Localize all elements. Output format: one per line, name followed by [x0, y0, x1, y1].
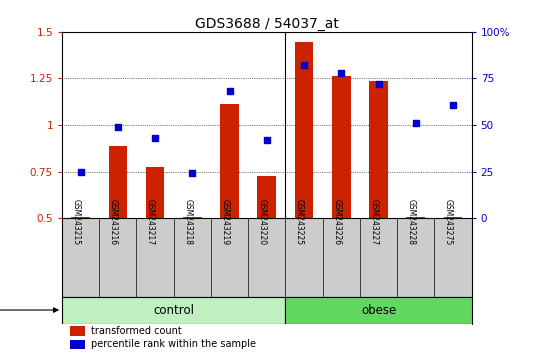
Bar [146, 167, 164, 218]
Text: GSM243228: GSM243228 [407, 199, 416, 245]
Text: GSM243226: GSM243226 [332, 199, 341, 245]
Bar [70, 340, 85, 349]
Title: GDS3688 / 54037_at: GDS3688 / 54037_at [195, 17, 338, 31]
Bar [108, 147, 127, 218]
Text: GSM243227: GSM243227 [370, 199, 378, 245]
Text: percentile rank within the sample: percentile rank within the sample [91, 339, 255, 349]
Bar [258, 176, 276, 218]
Text: GSM243275: GSM243275 [444, 199, 453, 245]
Bar [369, 81, 388, 218]
Text: GSM243216: GSM243216 [109, 199, 118, 245]
Bar [406, 217, 425, 218]
Point [114, 124, 122, 130]
Text: obese: obese [361, 303, 396, 316]
Point [411, 120, 420, 126]
Point [374, 81, 383, 87]
Text: GSM243219: GSM243219 [220, 199, 230, 245]
Bar [71, 217, 90, 218]
Bar [70, 326, 85, 336]
Bar [295, 42, 313, 218]
Bar [62, 297, 286, 324]
Text: GSM243218: GSM243218 [183, 199, 192, 245]
Text: transformed count: transformed count [91, 326, 182, 336]
Point [77, 169, 85, 175]
Bar [332, 76, 350, 218]
Point [337, 70, 345, 76]
Text: control: control [153, 303, 194, 316]
Point [300, 63, 308, 68]
Point [188, 171, 197, 176]
Text: disease state: disease state [0, 305, 58, 315]
Point [225, 88, 234, 94]
Bar [183, 217, 202, 218]
Text: GSM243225: GSM243225 [295, 199, 304, 245]
Bar [286, 297, 472, 324]
Point [151, 135, 160, 141]
Text: GSM243217: GSM243217 [146, 199, 155, 245]
Text: GSM243215: GSM243215 [72, 199, 81, 245]
Point [448, 102, 457, 107]
Bar [444, 217, 462, 218]
Point [262, 137, 271, 143]
Text: GSM243220: GSM243220 [258, 199, 267, 245]
Bar [220, 104, 239, 218]
